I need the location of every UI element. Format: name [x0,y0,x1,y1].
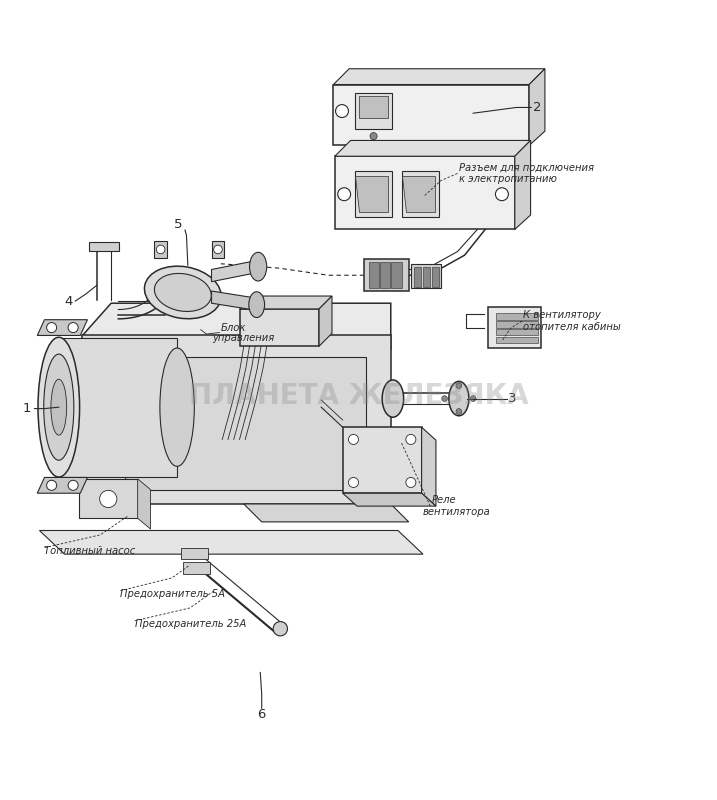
Polygon shape [355,93,392,129]
Polygon shape [212,291,257,310]
Polygon shape [37,320,87,335]
Polygon shape [402,170,439,217]
Circle shape [68,322,78,333]
Polygon shape [212,241,224,258]
Ellipse shape [44,354,74,460]
Text: Предохранитель 25A: Предохранитель 25A [135,618,246,629]
Text: к электропитанию: к электропитанию [459,174,557,184]
Polygon shape [359,96,388,118]
Circle shape [495,188,508,201]
Polygon shape [488,306,541,348]
Circle shape [456,382,462,389]
Polygon shape [333,69,545,85]
Text: 4: 4 [64,294,72,307]
Polygon shape [79,479,138,518]
Circle shape [338,188,351,201]
Polygon shape [496,321,538,327]
Circle shape [68,480,78,490]
Text: 5: 5 [174,218,182,231]
Polygon shape [138,479,151,529]
Text: управления: управления [212,334,275,343]
Polygon shape [355,175,388,212]
Polygon shape [183,562,210,574]
Circle shape [406,478,416,487]
Polygon shape [240,309,319,346]
Text: 3: 3 [508,392,517,405]
Text: 6: 6 [257,707,266,721]
Ellipse shape [250,252,267,281]
Circle shape [100,490,117,507]
Polygon shape [212,260,258,282]
Polygon shape [125,357,366,490]
Circle shape [470,396,476,402]
Ellipse shape [154,274,212,311]
Polygon shape [39,530,423,554]
Text: Блок: Блок [221,323,246,334]
Polygon shape [240,296,332,309]
Text: ПЛАНЕТА ЖЕЛЕЗЯКА: ПЛАНЕТА ЖЕЛЕЗЯКА [189,382,528,410]
Polygon shape [423,266,430,286]
Circle shape [348,478,358,487]
Polygon shape [37,478,87,494]
Polygon shape [89,242,119,251]
Polygon shape [319,296,332,346]
Polygon shape [244,504,409,522]
Text: 1: 1 [23,402,32,415]
Polygon shape [343,427,422,494]
Ellipse shape [51,379,67,435]
Text: вентилятора: вентилятора [423,507,490,517]
Polygon shape [529,69,545,146]
Polygon shape [335,156,515,230]
Circle shape [336,105,348,118]
Polygon shape [369,262,379,288]
Polygon shape [181,548,208,559]
Polygon shape [364,258,409,291]
Polygon shape [82,303,391,397]
Circle shape [370,133,377,140]
Circle shape [156,245,165,254]
Text: Реле: Реле [432,495,456,506]
Ellipse shape [160,348,194,466]
Polygon shape [515,141,531,230]
Circle shape [214,245,222,254]
Ellipse shape [38,338,80,477]
Circle shape [406,434,416,445]
Polygon shape [380,262,390,288]
Circle shape [47,480,57,490]
Polygon shape [154,241,167,258]
Polygon shape [391,262,402,288]
Circle shape [273,622,288,636]
Text: К вентилятору: К вентилятору [523,310,601,320]
Polygon shape [355,170,392,217]
Polygon shape [411,264,441,288]
Circle shape [47,322,57,333]
Text: Топливный насос: Топливный насос [44,546,136,555]
Polygon shape [333,85,529,146]
Polygon shape [496,314,538,320]
Polygon shape [422,427,436,506]
Circle shape [456,409,462,414]
Circle shape [348,434,358,445]
Ellipse shape [382,380,404,418]
Polygon shape [402,175,435,212]
Ellipse shape [144,266,222,318]
Ellipse shape [249,292,265,318]
Polygon shape [59,338,177,477]
Polygon shape [496,337,538,343]
Circle shape [442,396,447,402]
Polygon shape [414,266,421,286]
Polygon shape [82,335,391,504]
Polygon shape [343,494,436,506]
Text: Разъем для подключения: Разъем для подключения [459,162,594,173]
Text: Предохранитель 5A: Предохранитель 5A [120,589,225,598]
Text: 2: 2 [533,101,541,114]
Polygon shape [335,141,531,156]
Polygon shape [432,266,439,286]
Text: отопителя кабины: отопителя кабины [523,322,621,332]
Ellipse shape [449,382,469,416]
Polygon shape [496,329,538,335]
